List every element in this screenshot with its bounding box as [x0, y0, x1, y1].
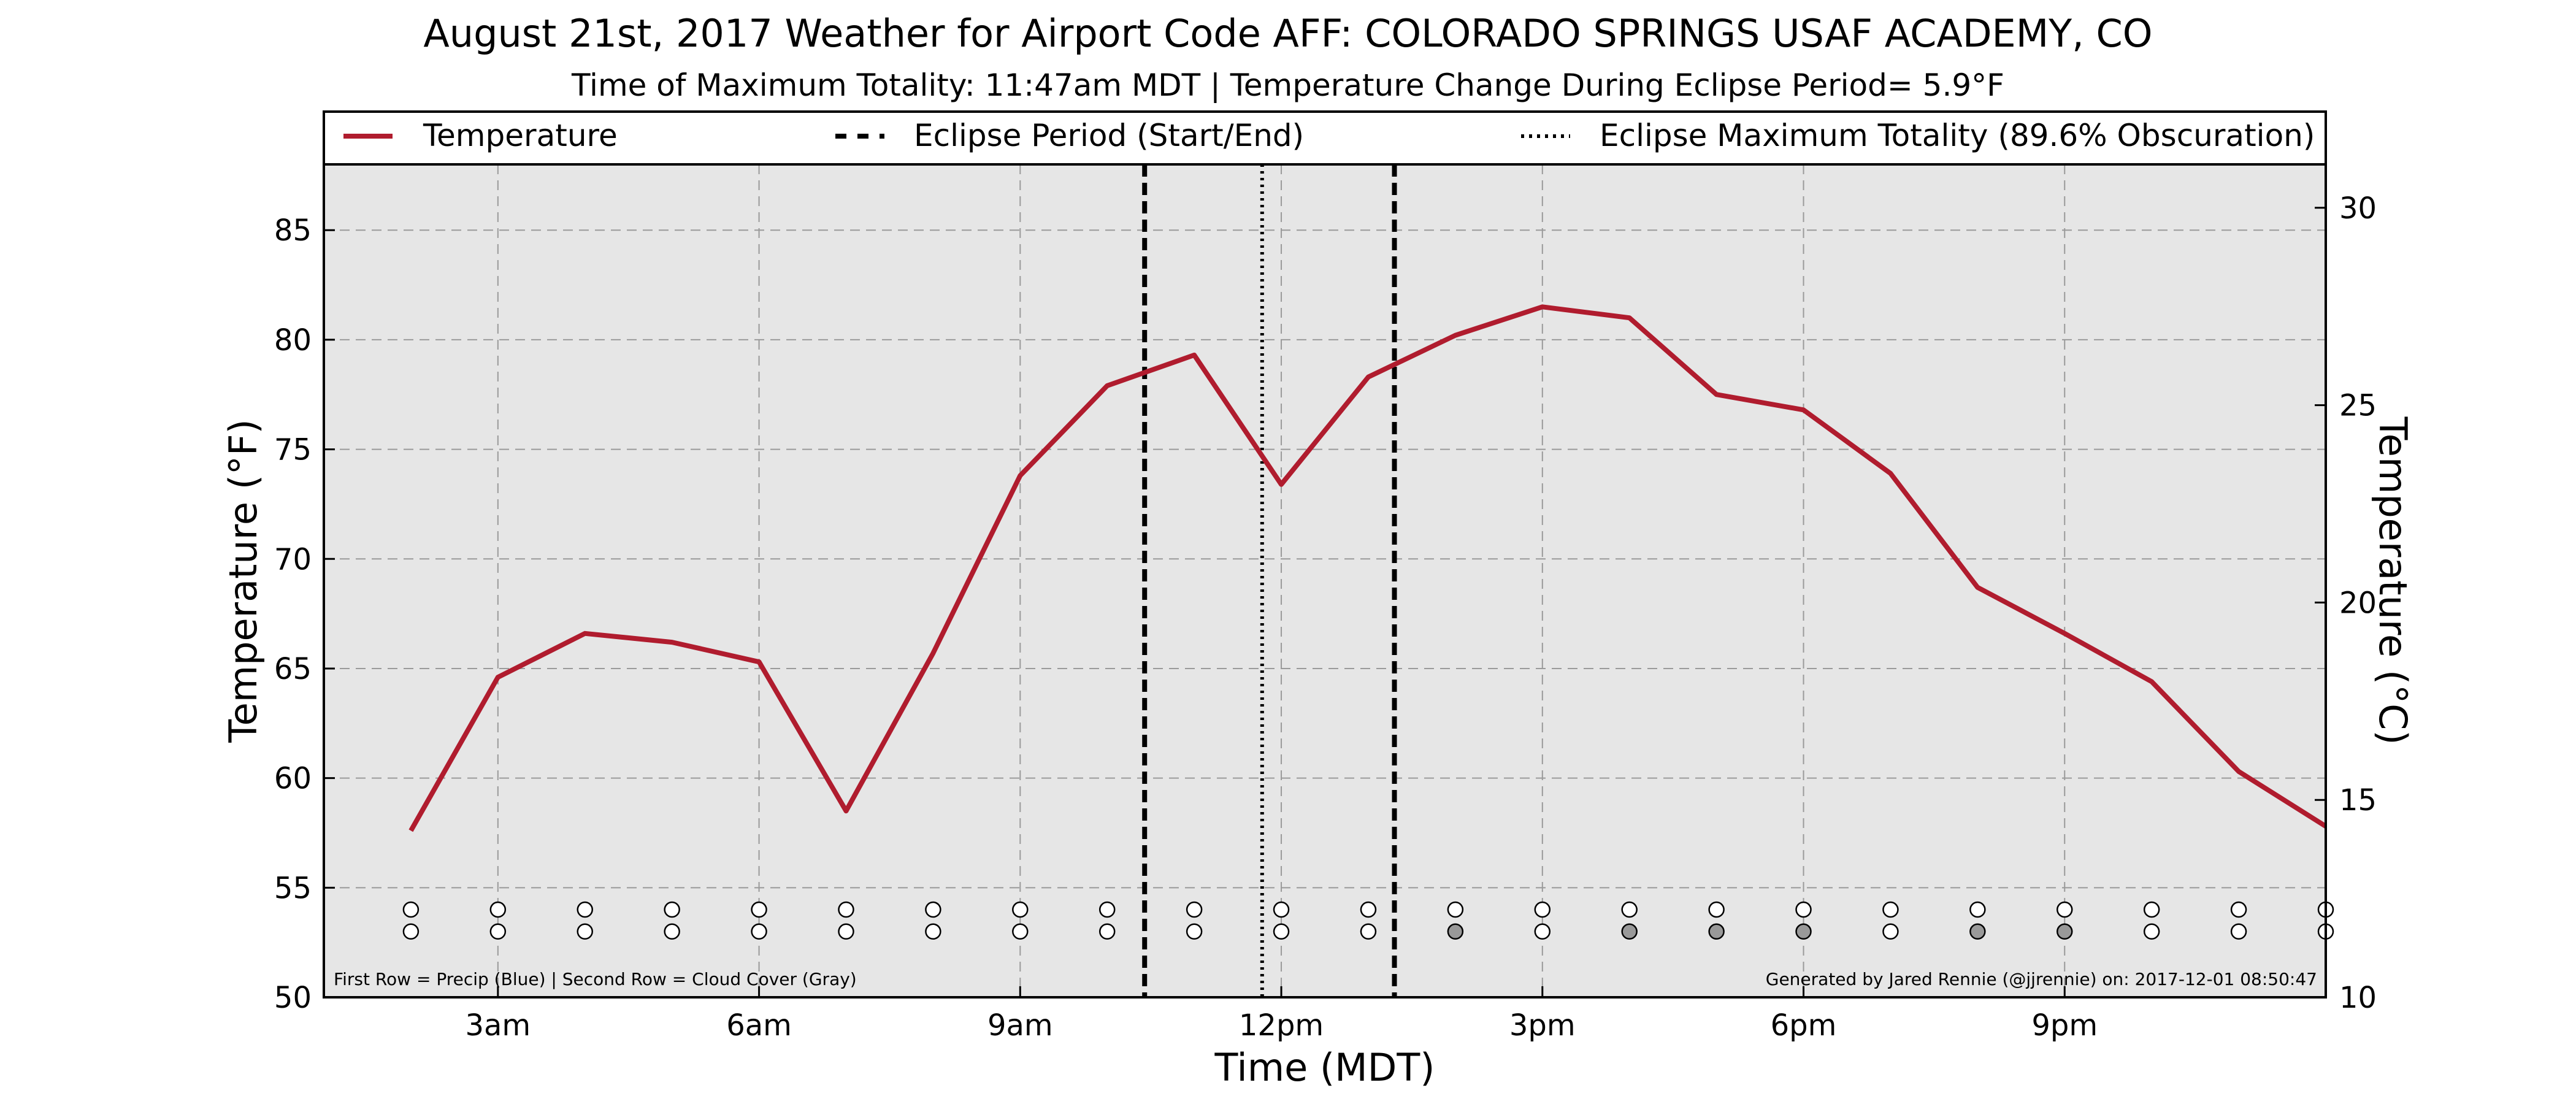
precip-marker	[751, 901, 767, 918]
precip-marker	[1882, 901, 1899, 918]
y-axis-label-right: Temperature (°C)	[2371, 416, 2415, 745]
cloud-cover-marker	[1621, 923, 1638, 940]
cloud-cover-marker	[1273, 923, 1290, 940]
cloud-cover-marker	[1360, 923, 1377, 940]
cloud-cover-marker	[1882, 923, 1899, 940]
precip-marker	[2057, 901, 2073, 918]
precip-marker	[1098, 901, 1116, 918]
y-right-tick-label-20: 20	[2339, 586, 2377, 620]
footnote-right: Generated by Jared Rennie (@jjrennie) on…	[1766, 969, 2317, 989]
cloud-cover-marker	[2230, 923, 2247, 940]
chart-subtitle: Time of Maximum Totality: 11:47am MDT | …	[572, 67, 2004, 103]
cloud-cover-marker	[1186, 923, 1203, 940]
y-tick-label-85: 85	[274, 213, 312, 248]
x-tick-label-3pm: 3pm	[1509, 1008, 1576, 1043]
y-tick-label-70: 70	[274, 542, 312, 577]
y-tick-label-55: 55	[274, 871, 312, 905]
precip-marker	[1795, 901, 1812, 918]
precip-marker	[1273, 901, 1290, 918]
precip-marker	[1534, 901, 1551, 918]
cloud-cover-marker	[925, 923, 941, 940]
cloud-cover-marker	[1012, 923, 1029, 940]
y-right-tick-label-15: 15	[2339, 783, 2377, 818]
precip-marker	[1708, 901, 1725, 918]
precip-marker	[1012, 901, 1029, 918]
precip-marker	[577, 901, 593, 918]
grid-lines	[324, 164, 2326, 997]
cloud-cover-marker	[751, 923, 767, 940]
precip-marker	[664, 901, 680, 918]
precip-marker	[1360, 901, 1377, 918]
chart-title: August 21st, 2017 Weather for Airport Co…	[423, 11, 2153, 56]
cloud-cover-marker	[577, 923, 593, 940]
precip-marker	[1186, 901, 1203, 918]
x-tick-label-6am: 6am	[726, 1008, 792, 1043]
x-tick-label-9am: 9am	[987, 1008, 1053, 1043]
y-axis-label-left: Temperature (°F)	[221, 419, 266, 743]
precip-marker	[2230, 901, 2247, 918]
temperature-line	[408, 304, 2328, 832]
precip-marker	[2143, 901, 2160, 918]
legend: Temperature Eclipse Period (Start/End) E…	[323, 110, 2327, 166]
cloud-cover-marker	[1969, 923, 1986, 940]
cloud-cover-marker	[2057, 923, 2073, 940]
x-tick-label-9pm: 9pm	[2031, 1008, 2098, 1043]
observation-markers	[402, 901, 2334, 940]
legend-box	[323, 110, 2327, 166]
cloud-cover-marker	[664, 923, 680, 940]
eclipse-lines	[1142, 164, 1397, 997]
series-layer	[408, 304, 2328, 832]
y-right-tick-label-30: 30	[2339, 191, 2377, 226]
cloud-cover-marker	[1098, 923, 1116, 940]
y-tick-label-60: 60	[274, 762, 312, 796]
precip-marker	[1621, 901, 1638, 918]
cloud-cover-marker	[1795, 923, 1812, 940]
x-tick-label-3am: 3am	[465, 1008, 531, 1043]
legend-eclipse-period-label: Eclipse Period (Start/End)	[914, 118, 1304, 153]
y-right-tick-label-25: 25	[2339, 389, 2377, 423]
precip-marker	[1447, 901, 1464, 918]
y-tick-label-75: 75	[274, 433, 312, 467]
precip-marker	[838, 901, 854, 918]
legend-eclipse-max-label: Eclipse Maximum Totality (89.6% Obscurat…	[1600, 118, 2315, 153]
cloud-cover-marker	[2143, 923, 2160, 940]
y-right-tick-label-10: 10	[2339, 981, 2377, 1015]
y-tick-label-50: 50	[274, 981, 312, 1015]
cloud-cover-marker	[1447, 923, 1464, 940]
x-tick-label-12pm: 12pm	[1239, 1008, 1324, 1043]
axes: 50 55 60 65 70 75 80 85 10 15 20 25 30 3am 6am 9am 12pm 3…	[274, 191, 2377, 1043]
precip-marker	[925, 901, 941, 918]
x-tick-label-6pm: 6pm	[1771, 1008, 1837, 1043]
y-tick-label-65: 65	[274, 652, 312, 686]
cloud-cover-marker	[489, 923, 507, 940]
y-tick-label-80: 80	[274, 323, 312, 358]
cloud-cover-marker	[838, 923, 854, 940]
cloud-cover-marker	[1708, 923, 1725, 940]
plot-frame	[323, 163, 2327, 999]
legend-temperature-label: Temperature	[423, 118, 618, 153]
precip-marker	[1969, 901, 1986, 918]
cloud-cover-marker	[402, 923, 420, 940]
plot-background	[324, 164, 2326, 997]
footnote-left: First Row = Precip (Blue) | Second Row =…	[334, 969, 857, 989]
x-axis-label: Time (MDT)	[1214, 1045, 1435, 1090]
precip-marker	[402, 901, 420, 918]
cloud-cover-marker	[1534, 923, 1551, 940]
precip-marker	[489, 901, 507, 918]
